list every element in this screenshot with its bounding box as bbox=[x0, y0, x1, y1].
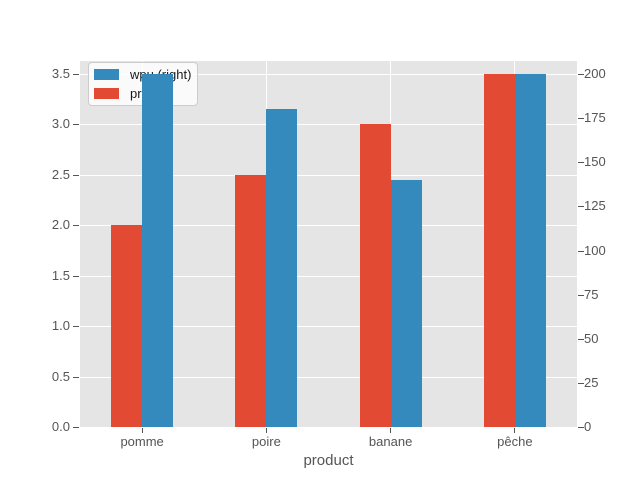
right-tick-label: 25 bbox=[584, 374, 599, 390]
x-tick-mark bbox=[265, 428, 267, 433]
right-tick-mark bbox=[578, 162, 584, 164]
right-tick-label: 150 bbox=[584, 154, 606, 170]
bar-left-poire bbox=[235, 174, 267, 427]
left-tick-label: 1.5 bbox=[51, 267, 70, 283]
right-tick-mark bbox=[578, 74, 584, 75]
bar-right-pomme bbox=[142, 74, 174, 427]
left-tick-mark bbox=[73, 427, 79, 428]
left-tick-label: 3.0 bbox=[51, 116, 70, 132]
right-tick-label: 200 bbox=[584, 66, 606, 81]
right-tick-label: 125 bbox=[584, 198, 606, 214]
x-tick-label-2: banane bbox=[368, 434, 413, 449]
gridline-horizontal bbox=[80, 376, 577, 378]
left-tick-mark bbox=[73, 124, 79, 126]
right-tick-mark bbox=[578, 382, 584, 384]
legend-swatch-wpu bbox=[94, 69, 119, 80]
bar-right-poire bbox=[266, 109, 298, 427]
x-tick-mark bbox=[141, 428, 143, 433]
left-tick-mark bbox=[73, 225, 79, 227]
bar-left-pomme bbox=[111, 225, 143, 427]
gridline-horizontal bbox=[80, 225, 577, 227]
left-tick-label: 2.0 bbox=[51, 217, 70, 233]
gridline-horizontal bbox=[80, 275, 577, 277]
bar-right-banane bbox=[390, 179, 422, 427]
legend-swatch-pr bbox=[94, 88, 119, 99]
left-tick-mark bbox=[73, 326, 79, 328]
left-tick-mark bbox=[73, 174, 79, 176]
right-tick-mark bbox=[578, 118, 584, 120]
x-axis-title: product bbox=[303, 452, 354, 469]
left-tick-mark bbox=[73, 74, 79, 75]
x-tick-mark bbox=[390, 428, 392, 433]
left-tick-label: 3.5 bbox=[51, 66, 70, 81]
x-tick-label-0: pomme bbox=[120, 434, 164, 449]
left-tick-label: 0.0 bbox=[51, 419, 70, 434]
right-tick-label: 0 bbox=[584, 419, 592, 434]
right-tick-mark bbox=[578, 294, 584, 296]
right-tick-mark bbox=[578, 206, 584, 208]
right-tick-label: 100 bbox=[584, 242, 606, 258]
gridline-horizontal bbox=[80, 74, 577, 75]
legend-entry-pr: pr bbox=[94, 84, 191, 103]
gridline-horizontal bbox=[80, 124, 577, 126]
x-tick-mark bbox=[514, 428, 516, 433]
bar-left-pêche bbox=[483, 74, 515, 427]
left-tick-label: 1.0 bbox=[51, 318, 70, 334]
right-tick-mark bbox=[578, 427, 584, 428]
left-tick-label: 2.5 bbox=[51, 166, 70, 182]
right-tick-label: 50 bbox=[584, 330, 599, 346]
gridline-horizontal bbox=[80, 326, 577, 328]
gridline-horizontal bbox=[80, 427, 577, 428]
gridline-horizontal bbox=[80, 174, 577, 176]
x-tick-label-1: poire bbox=[251, 434, 281, 449]
right-tick-mark bbox=[578, 250, 584, 252]
right-tick-label: 175 bbox=[584, 110, 606, 126]
legend-label-pr: pr bbox=[130, 86, 142, 101]
left-tick-mark bbox=[73, 376, 79, 378]
right-tick-mark bbox=[578, 338, 584, 340]
left-tick-mark bbox=[73, 275, 79, 277]
bar-right-pêche bbox=[514, 74, 546, 427]
x-tick-label-3: pêche bbox=[497, 434, 533, 449]
right-tick-label: 75 bbox=[584, 286, 599, 302]
bar-left-banane bbox=[359, 124, 391, 427]
plot-area: wpu (right) pr bbox=[80, 61, 577, 428]
left-tick-label: 0.5 bbox=[51, 368, 70, 384]
